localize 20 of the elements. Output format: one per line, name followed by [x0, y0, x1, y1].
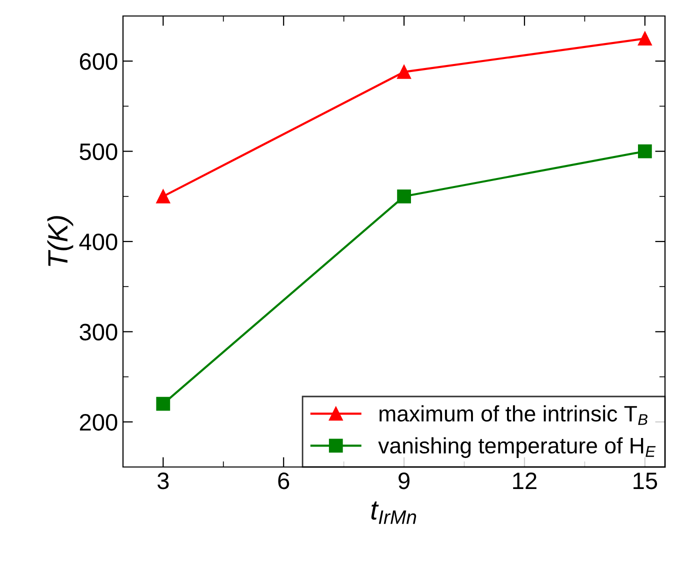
x-tick-label: 3 — [157, 472, 169, 490]
y-tick-label: 300 — [80, 324, 118, 340]
legend-label: vanishing temperature of H$_{E}$ — [378, 437, 656, 458]
y-tick-label: 600 — [80, 53, 118, 70]
x-tick-label: 9 — [398, 472, 410, 490]
y-tick-label: 500 — [80, 143, 118, 160]
x-tick-label: 6 — [278, 472, 290, 490]
y-tick-label: 400 — [79, 234, 118, 250]
y-tick-label: 200 — [80, 414, 118, 431]
point — [638, 32, 652, 46]
point — [397, 64, 411, 79]
y-axis-title: T(K) — [47, 216, 74, 266]
x-axis-title: t$_{IrMn}$ — [371, 502, 416, 524]
legend-label: maximum of the intrinsic T$_{B}$ — [380, 405, 648, 425]
point — [397, 189, 411, 204]
x-tick-label: 15 — [634, 472, 658, 490]
point — [156, 396, 170, 411]
x-tick-label: 12 — [513, 472, 536, 489]
point — [156, 189, 170, 204]
point — [638, 144, 652, 158]
